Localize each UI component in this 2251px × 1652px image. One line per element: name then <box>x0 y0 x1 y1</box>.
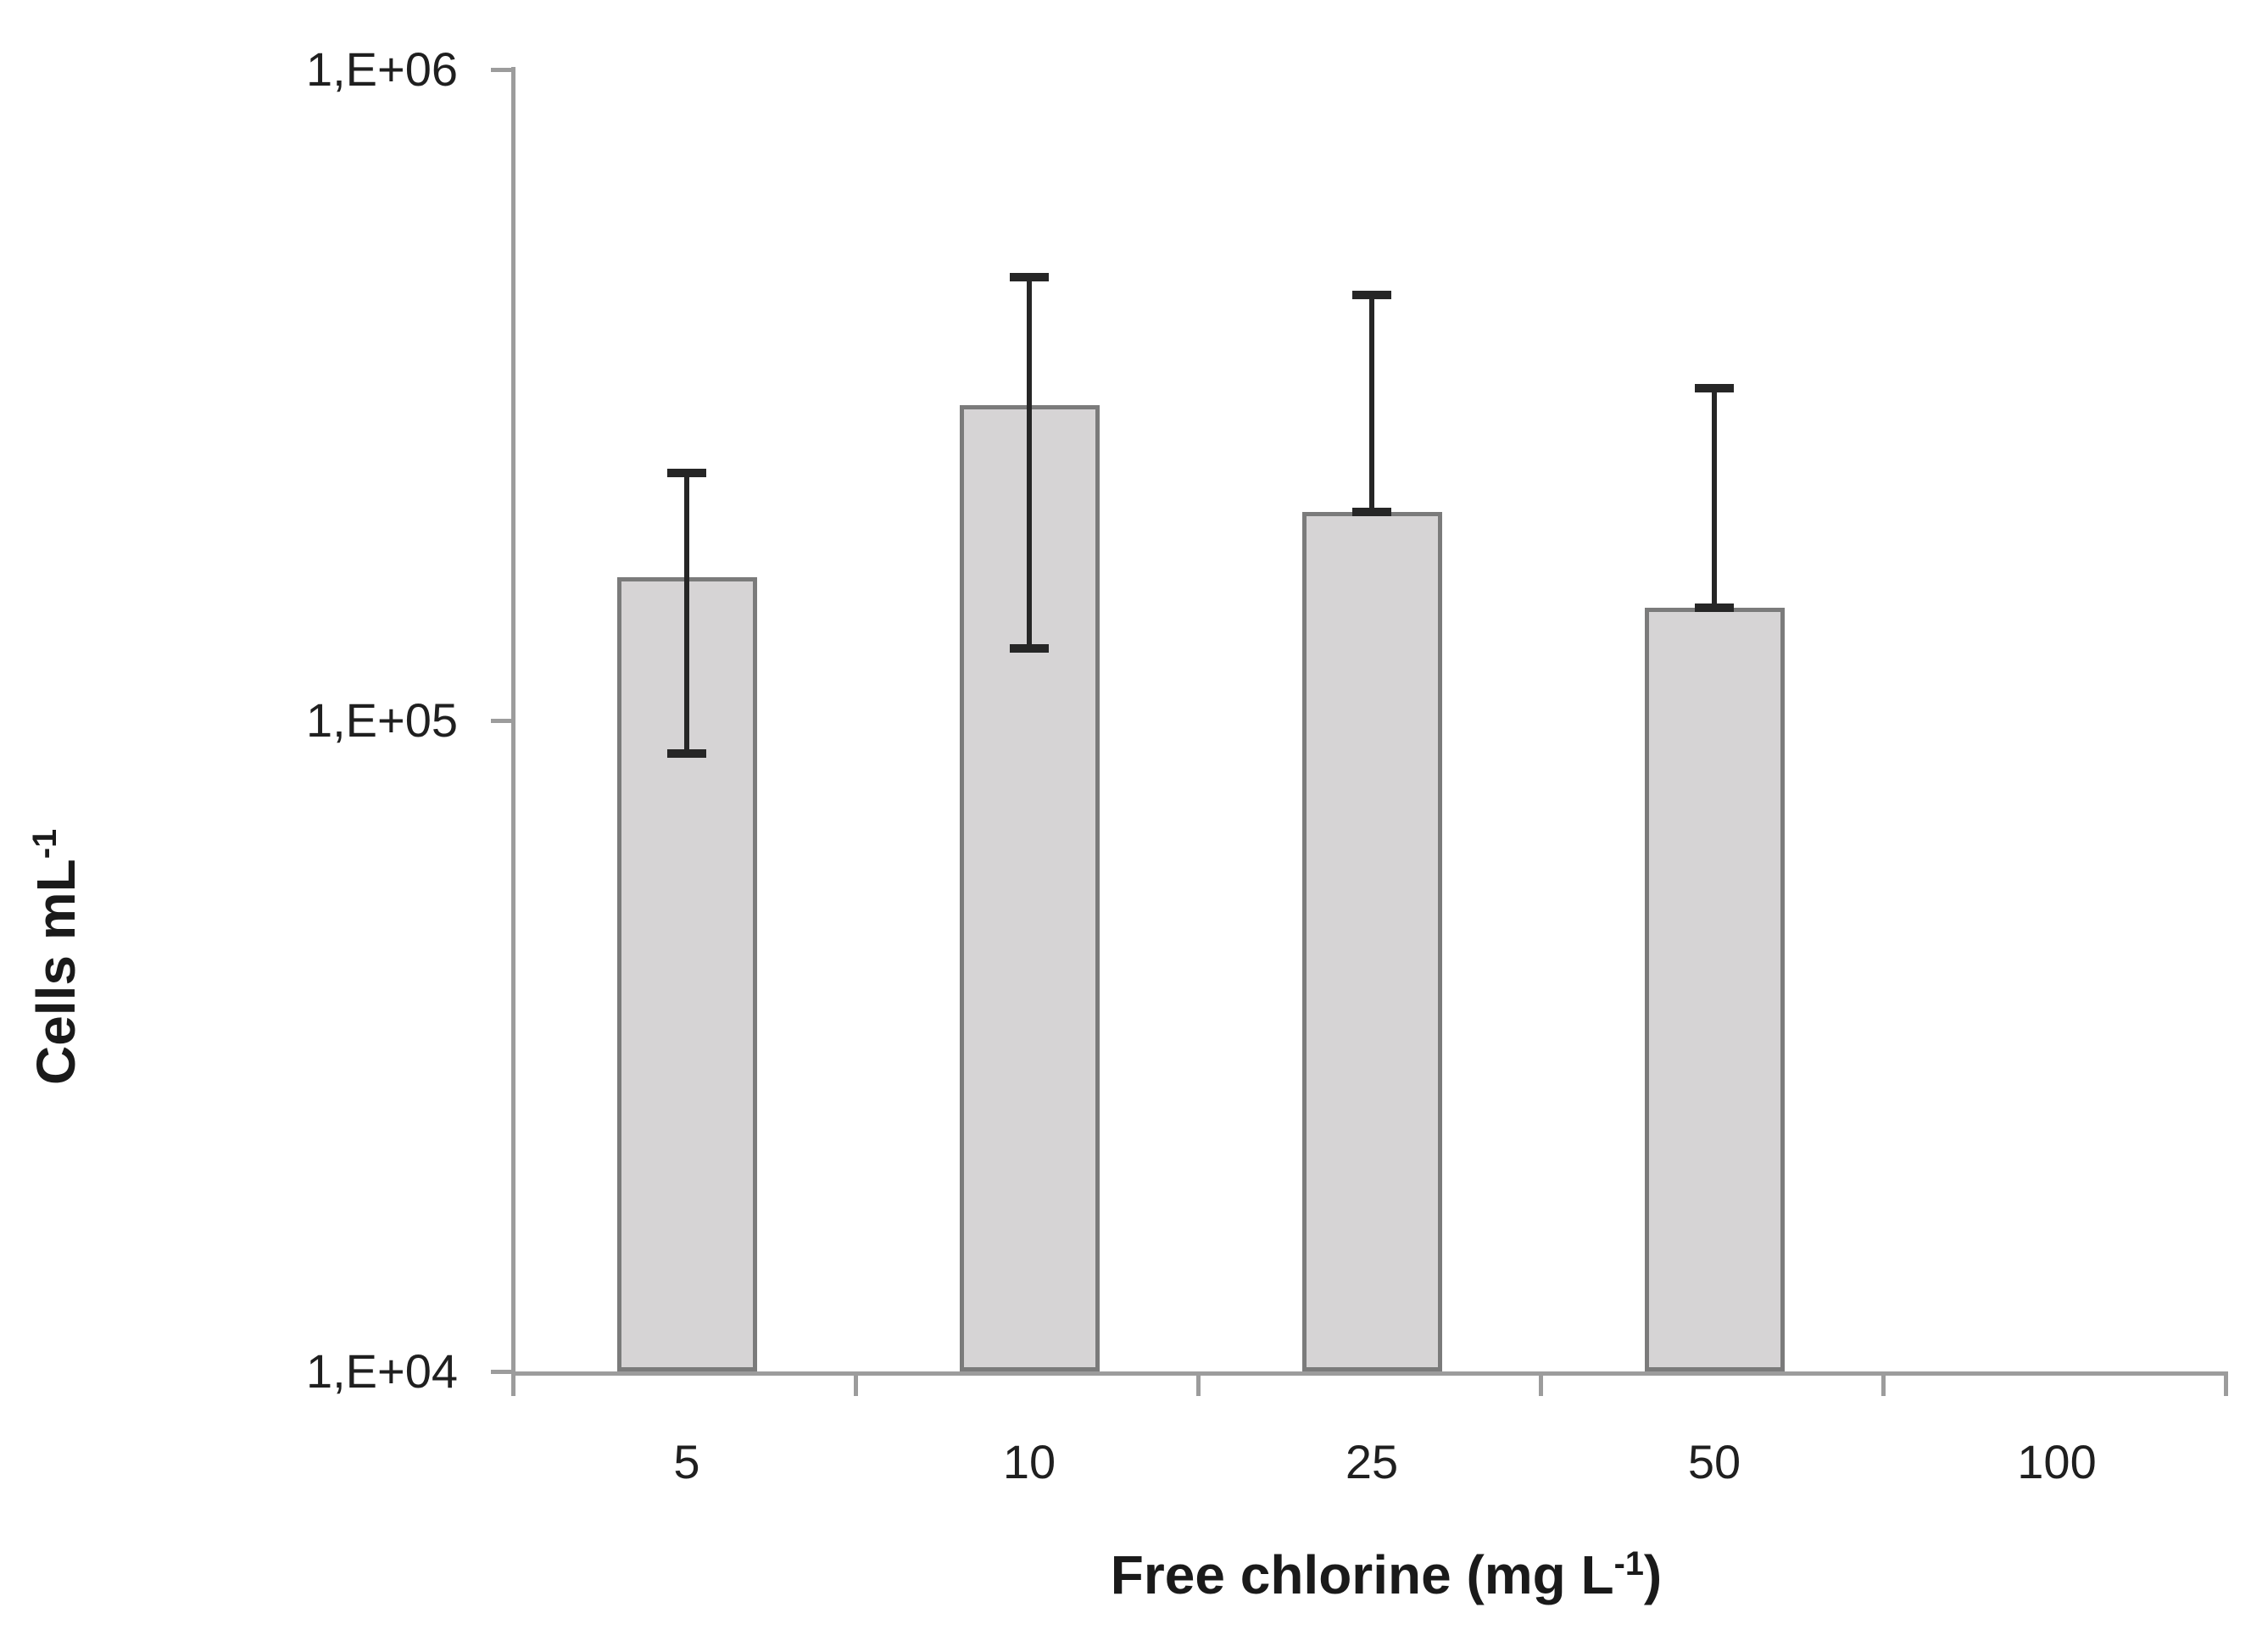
y-axis-title-superscript: -1 <box>26 828 64 859</box>
y-tick-mark <box>491 1370 511 1374</box>
x-tick-label: 5 <box>673 1435 700 1488</box>
bar <box>1301 512 1442 1371</box>
x-tick-label: 10 <box>1002 1435 1056 1488</box>
x-tick-mark <box>1196 1371 1201 1396</box>
x-tick-label: 25 <box>1345 1435 1399 1488</box>
error-bar-cap <box>667 748 706 758</box>
y-axis-title-text: Cells mL-1 <box>25 828 86 1085</box>
y-axis-title: Cells mL-1 <box>22 407 90 1085</box>
y-tick-label: 1,E+05 <box>305 693 458 747</box>
error-bar-line <box>684 472 689 754</box>
x-tick-mark <box>1539 1371 1543 1396</box>
error-bar-cap <box>1352 508 1391 517</box>
x-tick-mark <box>1881 1371 1886 1396</box>
x-tick-mark <box>854 1371 858 1396</box>
x-tick-label: 100 <box>2017 1435 2097 1488</box>
error-bar-cap <box>1010 272 1049 281</box>
x-axis-title: Free chlorine (mg L-1) <box>1110 1544 1663 1605</box>
x-axis-line <box>511 1371 2228 1376</box>
x-tick-label: 50 <box>1687 1435 1741 1488</box>
error-bar-line <box>1369 295 1374 513</box>
error-bar-line <box>1712 387 1717 608</box>
error-bar-line <box>1027 276 1032 649</box>
y-tick-mark <box>491 68 511 72</box>
error-bar-cap <box>1352 291 1391 300</box>
x-tick-mark <box>2224 1371 2228 1396</box>
y-tick-label: 1,E+06 <box>305 42 458 96</box>
error-bar-cap <box>1695 383 1734 392</box>
x-axis-title-superscript: -1 <box>1613 1545 1644 1583</box>
x-tick-mark <box>511 1371 515 1396</box>
y-axis-line <box>511 67 515 1371</box>
y-tick-label: 1,E+04 <box>305 1344 458 1398</box>
bar <box>1644 607 1785 1371</box>
error-bar-cap <box>667 468 706 477</box>
y-tick-mark <box>491 719 511 723</box>
error-bar-cap <box>1695 603 1734 612</box>
error-bar-cap <box>1010 644 1049 654</box>
